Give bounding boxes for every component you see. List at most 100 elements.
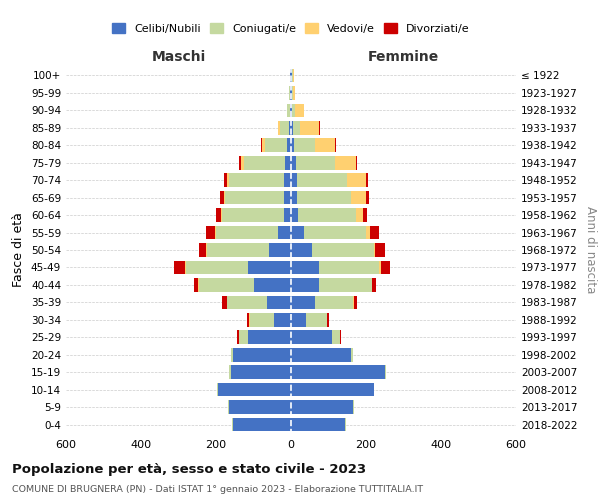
Bar (229, 366, 231, 379)
Bar (274, 313, 291, 326)
Bar (373, 278, 376, 291)
Bar (223, 191, 226, 204)
Bar (356, 208, 364, 222)
Bar (194, 278, 199, 291)
Bar (216, 226, 278, 239)
Bar (366, 191, 369, 204)
Bar (248, 260, 291, 274)
Bar (199, 243, 206, 257)
Bar (231, 348, 233, 362)
Bar (351, 191, 366, 204)
Text: COMUNE DI BRUGNERA (PN) - Dati ISTAT 1° gennaio 2023 - Elaborazione TUTTITALIA.I: COMUNE DI BRUGNERA (PN) - Dati ISTAT 1° … (12, 485, 423, 494)
Bar (186, 260, 248, 274)
Bar (291, 174, 296, 187)
Bar (250, 313, 274, 326)
Bar (291, 366, 385, 379)
Bar (231, 366, 291, 379)
Text: Maschi: Maschi (151, 50, 206, 64)
Bar (296, 174, 347, 187)
Text: Popolazione per età, sesso e stato civile - 2023: Popolazione per età, sesso e stato civil… (12, 462, 366, 475)
Bar (291, 348, 351, 362)
Bar (236, 330, 239, 344)
Bar (227, 174, 229, 187)
Bar (241, 156, 244, 170)
Bar (291, 400, 353, 414)
Bar (340, 330, 341, 344)
Bar (291, 418, 346, 432)
Bar (278, 226, 291, 239)
Bar (185, 260, 186, 274)
Bar (296, 191, 351, 204)
Bar (291, 260, 319, 274)
Bar (319, 278, 371, 291)
Bar (262, 138, 265, 152)
Bar (316, 296, 353, 309)
Bar (364, 208, 367, 222)
Bar (292, 86, 293, 100)
Bar (326, 313, 329, 326)
Bar (291, 330, 332, 344)
Bar (335, 156, 355, 170)
Bar (266, 296, 291, 309)
Bar (287, 138, 291, 152)
Bar (244, 156, 286, 170)
Bar (222, 296, 227, 309)
Bar (347, 174, 366, 187)
Bar (292, 68, 293, 82)
Bar (217, 383, 218, 396)
Bar (319, 260, 379, 274)
Bar (229, 400, 291, 414)
Bar (379, 260, 381, 274)
Bar (249, 313, 250, 326)
Bar (314, 138, 335, 152)
Bar (291, 121, 293, 134)
Y-axis label: Fasce di età: Fasce di età (13, 212, 25, 288)
Bar (287, 104, 290, 117)
Bar (319, 121, 320, 134)
Bar (174, 260, 185, 274)
Y-axis label: Anni di nascita: Anni di nascita (584, 206, 597, 294)
Text: Femmine: Femmine (368, 50, 439, 64)
Bar (261, 138, 262, 152)
Bar (311, 243, 373, 257)
Bar (226, 191, 284, 204)
Bar (289, 86, 290, 100)
Bar (298, 208, 356, 222)
Bar (254, 278, 291, 291)
Bar (366, 174, 368, 187)
Bar (296, 156, 335, 170)
Bar (291, 243, 311, 257)
Bar (280, 121, 289, 134)
Bar (248, 330, 291, 344)
Bar (353, 296, 356, 309)
Bar (351, 348, 353, 362)
Bar (269, 243, 291, 257)
Bar (291, 86, 292, 100)
Bar (385, 366, 386, 379)
Bar (233, 348, 291, 362)
Bar (291, 156, 296, 170)
Bar (373, 383, 374, 396)
Bar (293, 121, 301, 134)
Bar (371, 278, 373, 291)
Bar (217, 208, 221, 222)
Bar (332, 330, 340, 344)
Bar (376, 243, 385, 257)
Bar (291, 313, 306, 326)
Bar (218, 383, 291, 396)
Bar (294, 138, 314, 152)
Bar (293, 86, 295, 100)
Bar (291, 296, 316, 309)
Bar (290, 86, 291, 100)
Bar (286, 156, 291, 170)
Bar (291, 278, 319, 291)
Bar (227, 296, 266, 309)
Bar (291, 191, 296, 204)
Bar (373, 243, 376, 257)
Bar (232, 418, 233, 432)
Bar (278, 121, 280, 134)
Bar (306, 313, 326, 326)
Bar (291, 383, 373, 396)
Bar (284, 191, 291, 204)
Bar (366, 226, 370, 239)
